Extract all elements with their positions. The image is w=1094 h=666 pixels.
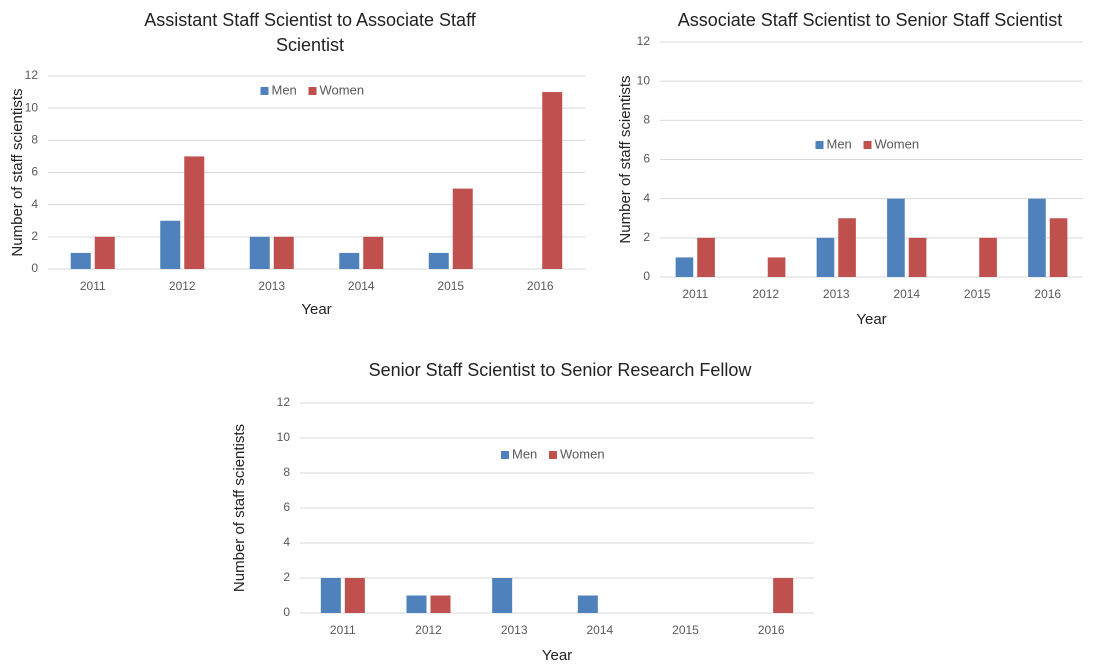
bar — [979, 237, 997, 277]
legend-swatch — [260, 87, 269, 95]
y-tick-label: 8 — [283, 465, 290, 479]
bar — [339, 252, 360, 269]
bar — [184, 156, 205, 269]
y-tick-label: 0 — [31, 261, 38, 275]
bar — [320, 578, 341, 613]
x-axis-label: Year — [301, 301, 331, 318]
legend-label: Women — [560, 446, 605, 461]
bar — [577, 595, 598, 613]
bar — [430, 595, 451, 613]
bar — [773, 578, 794, 613]
legend-label: Men — [272, 82, 297, 97]
legend-label: Women — [875, 136, 920, 151]
y-tick-label: 8 — [31, 133, 38, 147]
y-tick-label: 6 — [31, 165, 38, 179]
bar — [767, 257, 786, 277]
legend-swatch — [549, 451, 557, 459]
bar — [492, 578, 513, 613]
y-axis-label: Number of staff scientists — [9, 88, 26, 256]
bar — [428, 252, 449, 269]
y-tick-label: 10 — [637, 73, 651, 87]
bar — [452, 188, 473, 269]
bar — [1049, 218, 1068, 277]
chart-title: Assistant Staff Scientist to Associate S… — [144, 10, 476, 55]
y-tick-label: 4 — [283, 535, 290, 549]
bar — [697, 237, 715, 277]
bar — [908, 237, 927, 277]
bar — [70, 252, 91, 269]
x-tick-label: 2011 — [80, 279, 106, 293]
y-tick-label: 4 — [31, 197, 38, 211]
bar — [838, 218, 856, 277]
x-tick-label: 2013 — [823, 287, 850, 301]
x-tick-label: 2016 — [1034, 287, 1061, 301]
x-axis-label: Year — [856, 311, 886, 328]
x-tick-label: 2015 — [964, 287, 991, 301]
y-tick-label: 10 — [25, 100, 39, 114]
x-tick-label: 2012 — [415, 623, 442, 637]
x-tick-label: 2013 — [501, 623, 528, 637]
bar — [94, 236, 115, 269]
y-tick-label: 10 — [277, 430, 291, 444]
bar — [887, 198, 905, 277]
y-tick-label: 6 — [283, 500, 290, 514]
bar — [1028, 198, 1046, 277]
x-axis-label: Year — [542, 647, 572, 664]
x-tick-label: 2014 — [586, 623, 613, 637]
x-tick-label: 2013 — [258, 279, 285, 293]
chart-title: Associate Staff Scientist to Senior Staf… — [677, 10, 1063, 30]
bar — [542, 92, 563, 269]
x-tick-label: 2015 — [672, 623, 699, 637]
chart-title: Senior Staff Scientist to Senior Researc… — [368, 360, 752, 380]
legend-swatch — [815, 141, 824, 149]
bar — [363, 236, 384, 269]
legend-label: Men — [827, 136, 852, 151]
bar — [406, 595, 427, 613]
y-axis-label: Number of staff scientists — [231, 424, 248, 592]
x-tick-label: 2012 — [752, 287, 779, 301]
bar — [816, 237, 835, 277]
legend-swatch — [863, 141, 872, 149]
legend-swatch — [501, 451, 509, 459]
legend-label: Men — [512, 446, 537, 461]
y-tick-label: 12 — [637, 34, 651, 48]
x-tick-label: 2014 — [348, 279, 375, 293]
legend-swatch — [308, 87, 317, 95]
bar — [160, 220, 181, 269]
bar — [273, 236, 294, 269]
x-tick-label: 2011 — [682, 287, 708, 301]
x-tick-label: 2015 — [437, 279, 464, 293]
y-tick-label: 8 — [643, 113, 650, 127]
y-tick-label: 12 — [277, 395, 291, 409]
bar — [249, 236, 270, 269]
y-tick-label: 6 — [643, 152, 650, 166]
y-tick-label: 12 — [25, 68, 39, 82]
x-tick-label: 2016 — [758, 623, 785, 637]
y-tick-label: 4 — [643, 191, 650, 205]
y-axis-label: Number of staff scientists — [617, 75, 634, 243]
y-tick-label: 2 — [283, 570, 290, 584]
y-tick-label: 0 — [643, 269, 650, 283]
legend-label: Women — [320, 82, 365, 97]
x-tick-label: 2016 — [527, 279, 554, 293]
bar — [344, 578, 365, 613]
y-tick-label: 2 — [31, 229, 38, 243]
bar — [675, 257, 694, 277]
x-tick-label: 2012 — [169, 279, 196, 293]
x-tick-label: 2011 — [330, 623, 356, 637]
y-tick-label: 2 — [643, 230, 650, 244]
x-tick-label: 2014 — [893, 287, 920, 301]
y-tick-label: 0 — [283, 605, 290, 619]
